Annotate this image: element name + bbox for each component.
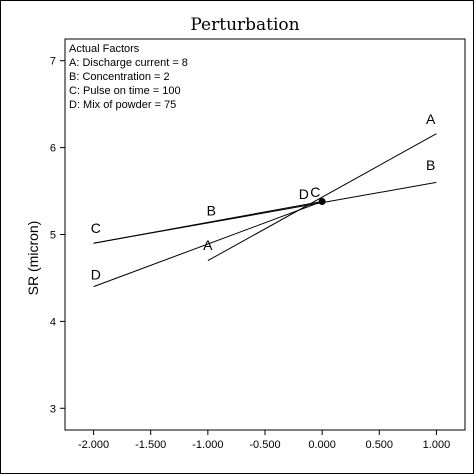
curve-label-a: A bbox=[426, 111, 436, 127]
series-line-c bbox=[93, 201, 323, 244]
y-axis-ticks: 3 4 5 6 7 bbox=[50, 56, 65, 415]
reference-point bbox=[318, 197, 326, 205]
x-tick-label: 0.500 bbox=[366, 439, 394, 451]
y-axis-label: SR (micron) bbox=[25, 221, 41, 296]
series-lines bbox=[93, 133, 437, 288]
y-tick-label: 7 bbox=[50, 56, 56, 68]
curve-label-b: B bbox=[207, 202, 216, 218]
chart-title: Perturbation bbox=[190, 15, 299, 35]
y-tick-label: 6 bbox=[50, 143, 56, 155]
y-tick-label: 4 bbox=[50, 316, 56, 328]
x-axis-ticks: -2.000 -1.500 -1.000 -0.500 0.000 0.500 1.000 bbox=[78, 430, 450, 451]
factor-d: D: Mix of powder = 75 bbox=[69, 99, 176, 111]
actual-factors-box: Actual Factors A: Discharge current = 8 … bbox=[69, 43, 188, 111]
y-tick-label: 3 bbox=[50, 403, 56, 415]
curve-label-b: B bbox=[426, 157, 435, 173]
x-tick-label: -1.500 bbox=[135, 439, 166, 451]
x-tick-label: -2.000 bbox=[78, 439, 109, 451]
factor-b: B: Concentration = 2 bbox=[69, 71, 170, 83]
curve-label-d: D bbox=[299, 186, 309, 202]
curve-label-a: A bbox=[203, 237, 213, 253]
series-line-a bbox=[207, 133, 437, 262]
curve-label-c: C bbox=[91, 220, 101, 236]
factor-a: A: Discharge current = 8 bbox=[69, 57, 188, 69]
x-tick-label: 0.000 bbox=[308, 439, 336, 451]
x-tick-label: -1.000 bbox=[192, 439, 223, 451]
x-tick-label: -0.500 bbox=[249, 439, 280, 451]
plot-area bbox=[64, 38, 466, 431]
factors-heading: Actual Factors bbox=[69, 43, 140, 55]
curve-label-c: C bbox=[310, 184, 320, 200]
y-tick-label: 5 bbox=[50, 230, 56, 242]
curve-label-d: D bbox=[91, 267, 101, 283]
series-line-d bbox=[93, 201, 323, 288]
factor-c: C: Pulse on time = 100 bbox=[69, 85, 181, 97]
x-tick-label: 1.000 bbox=[423, 439, 451, 451]
reference-point-marker bbox=[318, 197, 326, 205]
